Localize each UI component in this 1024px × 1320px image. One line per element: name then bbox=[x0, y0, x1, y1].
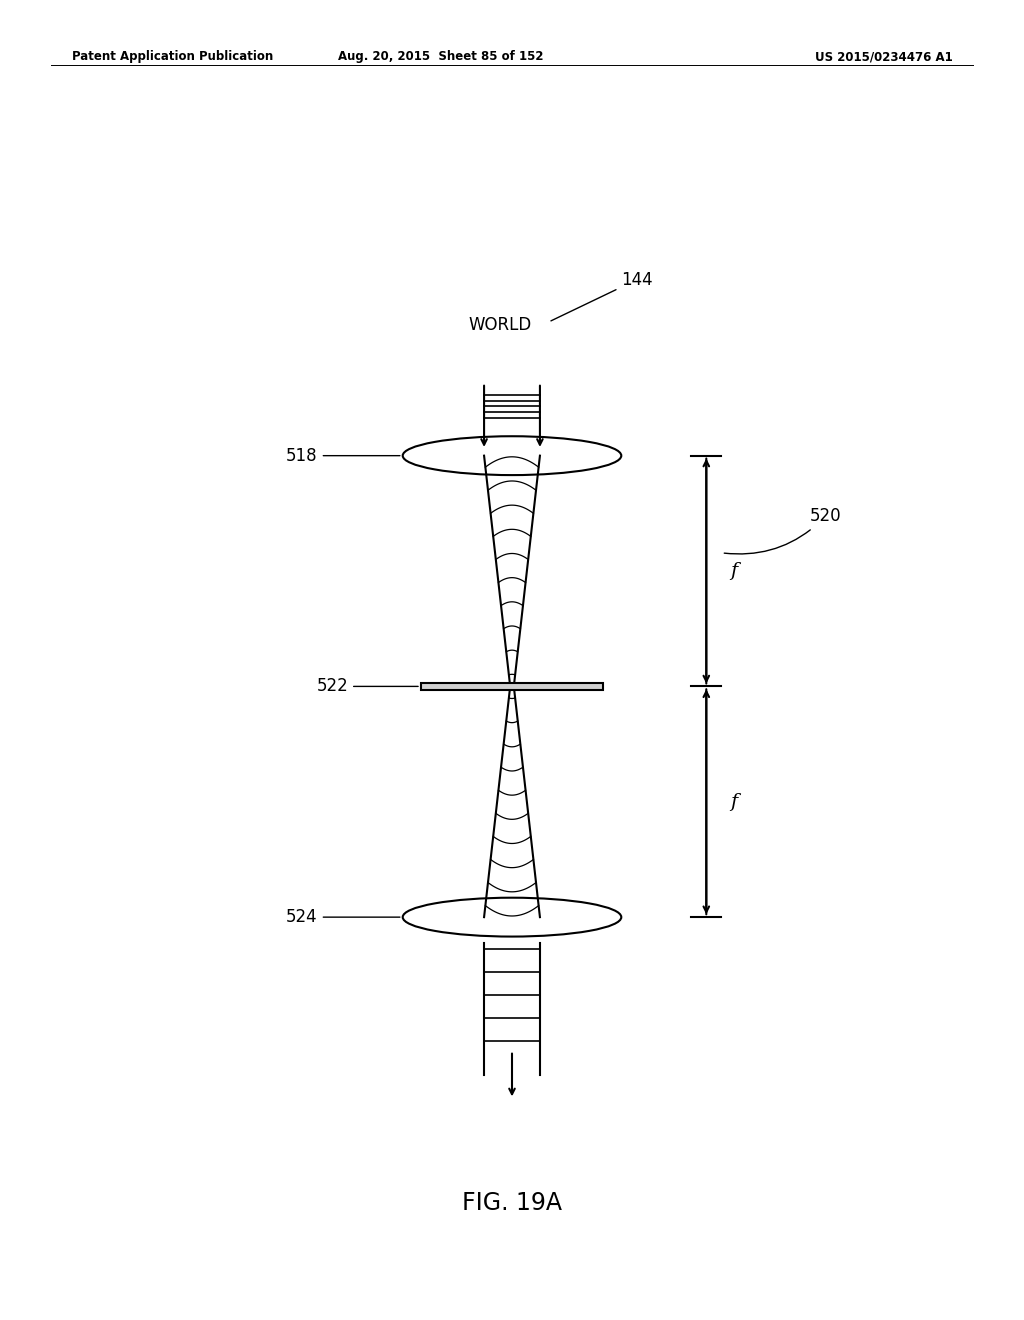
Text: 518: 518 bbox=[286, 446, 400, 465]
Text: Aug. 20, 2015  Sheet 85 of 152: Aug. 20, 2015 Sheet 85 of 152 bbox=[338, 50, 543, 63]
Text: f: f bbox=[730, 793, 738, 810]
Text: f: f bbox=[730, 562, 738, 579]
Text: WORLD: WORLD bbox=[468, 317, 531, 334]
Text: 520: 520 bbox=[724, 507, 841, 554]
Text: 524: 524 bbox=[286, 908, 400, 927]
Text: 522: 522 bbox=[316, 677, 418, 696]
Bar bbox=[421, 682, 603, 690]
Text: 144: 144 bbox=[551, 271, 653, 321]
Text: Patent Application Publication: Patent Application Publication bbox=[72, 50, 273, 63]
Text: US 2015/0234476 A1: US 2015/0234476 A1 bbox=[814, 50, 952, 63]
Text: FIG. 19A: FIG. 19A bbox=[462, 1191, 562, 1214]
